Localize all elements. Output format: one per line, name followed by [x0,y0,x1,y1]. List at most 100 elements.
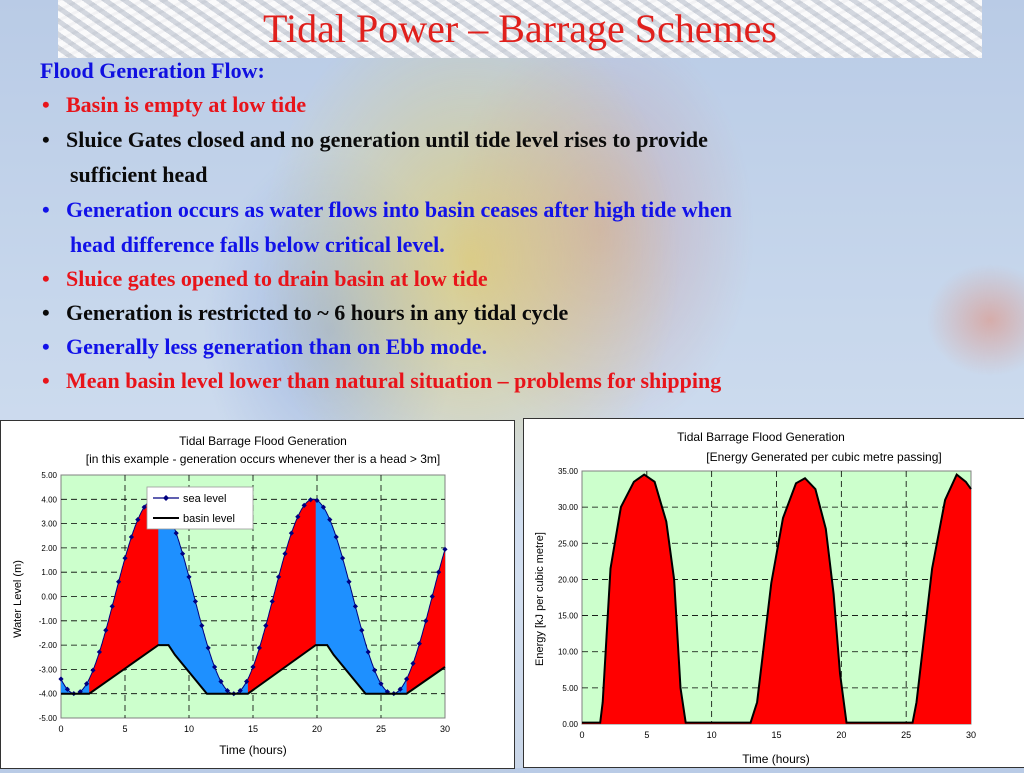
x-tick-label: 10 [707,730,717,740]
chart-title: Tidal Barrage Flood Generation [677,430,845,444]
bullet-item: • Sluice gates opened to drain basin at … [40,262,1000,296]
bullet-glyph: • [42,92,50,117]
y-tick-label: -1.00 [39,617,58,626]
y-tick-label: 5.00 [41,471,57,480]
x-axis-label: Time (hours) [219,743,287,757]
y-tick-label: -2.00 [39,641,58,650]
energy-chart-svg: Tidal Barrage Flood Generation [Energy G… [534,430,976,766]
sea-level-marker [224,687,230,694]
sea-level-marker [135,517,141,523]
sea-level-marker [333,534,339,540]
x-tick-label: 30 [440,724,450,734]
sea-level-marker [218,678,224,685]
y-tick-label: 3.00 [41,520,57,529]
y-tick-label: 4.00 [41,495,57,504]
x-tick-label: 20 [312,724,322,734]
sea-level-marker [416,641,422,647]
bullet-item: • Sluice Gates closed and no generation … [40,122,1000,192]
x-axis-label: Time (hours) [742,752,810,766]
bullet-glyph: • [42,334,50,359]
y-tick-label: 25.00 [558,539,579,548]
water-level-chart-svg: Tidal Barrage Flood Generation [in this … [12,434,450,757]
sea-level-marker [64,686,70,692]
y-tick-label: -3.00 [39,665,58,674]
chart-title: Tidal Barrage Flood Generation [179,434,347,448]
bullet-text-continuation: head difference falls below critical lev… [70,232,445,257]
x-tick-label: 5 [122,724,127,734]
x-tick-label: 30 [966,730,976,740]
x-tick-label: 15 [248,724,258,734]
sea-level-marker [244,678,250,685]
sea-level-marker [237,687,243,694]
bullet-text: Generation is restricted to ~ 6 hours in… [66,300,569,325]
plot-area: 0 5 10 15 20 25 30 0.00 5.00 10.00 15.00 20.00 25.00… [558,467,976,740]
legend-box [146,486,254,530]
x-tick-label: 5 [644,730,649,740]
y-tick-label: 20.00 [558,575,579,584]
section-heading: Flood Generation Flow: [40,58,265,83]
x-tick-label: 10 [184,724,194,734]
sea-level-marker [327,517,333,523]
bullet-glyph: • [42,127,50,152]
sea-level-marker [410,660,416,667]
bullet-glyph: • [42,266,50,291]
sea-level-marker [301,502,307,508]
bullet-text: Generation occurs as water flows into ba… [66,197,732,222]
x-tick-label: 25 [376,724,386,734]
plot-area: 0 5 10 15 20 25 30 5.00 4.00 3.00 2.00 1.00 0.00 -1.0… [39,471,450,734]
y-axis-label: Energy [kJ per cubic metre] [534,532,546,666]
chart-subtitle: [in this example - generation occurs whe… [86,452,441,466]
sea-level-marker [173,530,179,536]
sea-level-marker [340,555,346,561]
bullet-text: Sluice Gates closed and no generation un… [66,127,708,152]
x-tick-label: 20 [836,730,846,740]
y-tick-label: -4.00 [39,690,58,699]
bullet-item: • Generally less generation than on Ebb … [40,330,1000,364]
chart-subtitle: [Energy Generated per cubic metre passin… [706,450,941,464]
y-tick-label: 30.00 [558,503,579,512]
bullet-item: • Basin is empty at low tide [40,88,1000,122]
sea-level-marker [58,676,64,682]
sea-level-marker [103,627,109,633]
sea-level-marker [256,645,262,651]
sea-level-marker [199,622,205,629]
y-tick-label: 5.00 [562,684,578,693]
y-axis-label: Water Level (m) [12,560,24,638]
bullet-glyph: • [42,197,50,222]
generation-area [247,499,316,694]
sea-level-marker [295,514,301,520]
bullet-text-continuation: sufficient head [70,162,208,187]
sea-level-marker [96,649,102,655]
sea-level-marker [128,534,134,540]
bullet-glyph: • [42,368,50,393]
x-tick-label: 0 [579,730,584,740]
sea-level-marker [378,681,384,687]
bullet-item: • Mean basin level lower than natural si… [40,364,1000,398]
slide-body: Flood Generation Flow: • Basin is empty … [40,56,1000,398]
bullet-text: Basin is empty at low tide [66,92,307,117]
legend-sea-marker [163,495,169,501]
sea-level-marker [384,689,390,695]
y-tick-label: 0.00 [562,720,578,729]
energy-chart: Tidal Barrage Flood Generation [Energy G… [523,418,1024,768]
basin-level-line [61,644,446,695]
y-tick-label: 35.00 [558,467,579,476]
slide-title: Tidal Power – Barrage Schemes [263,6,777,51]
y-tick-label: 2.00 [41,544,57,553]
bullet-text: Mean basin level lower than natural situ… [66,368,722,393]
y-tick-label: 15.00 [558,612,579,621]
bullet-item: • Generation is restricted to ~ 6 hours … [40,296,1000,330]
generation-area [89,499,159,694]
y-tick-label: 10.00 [558,648,579,657]
chart-legend: sea level basin level [146,486,254,530]
sea-level-marker [269,598,275,605]
x-tick-label: 25 [901,730,911,740]
sea-level-marker [77,689,83,695]
sea-level-marker [429,593,435,600]
sea-level-marker [397,686,403,692]
legend-sea-label: sea level [183,493,226,505]
bullet-text: Sluice gates opened to drain basin at lo… [66,266,488,291]
bullet-item: • Generation occurs as water flows into … [40,192,1000,262]
sea-level-marker [84,681,90,687]
bullet-text: Generally less generation than on Ebb mo… [66,334,488,359]
